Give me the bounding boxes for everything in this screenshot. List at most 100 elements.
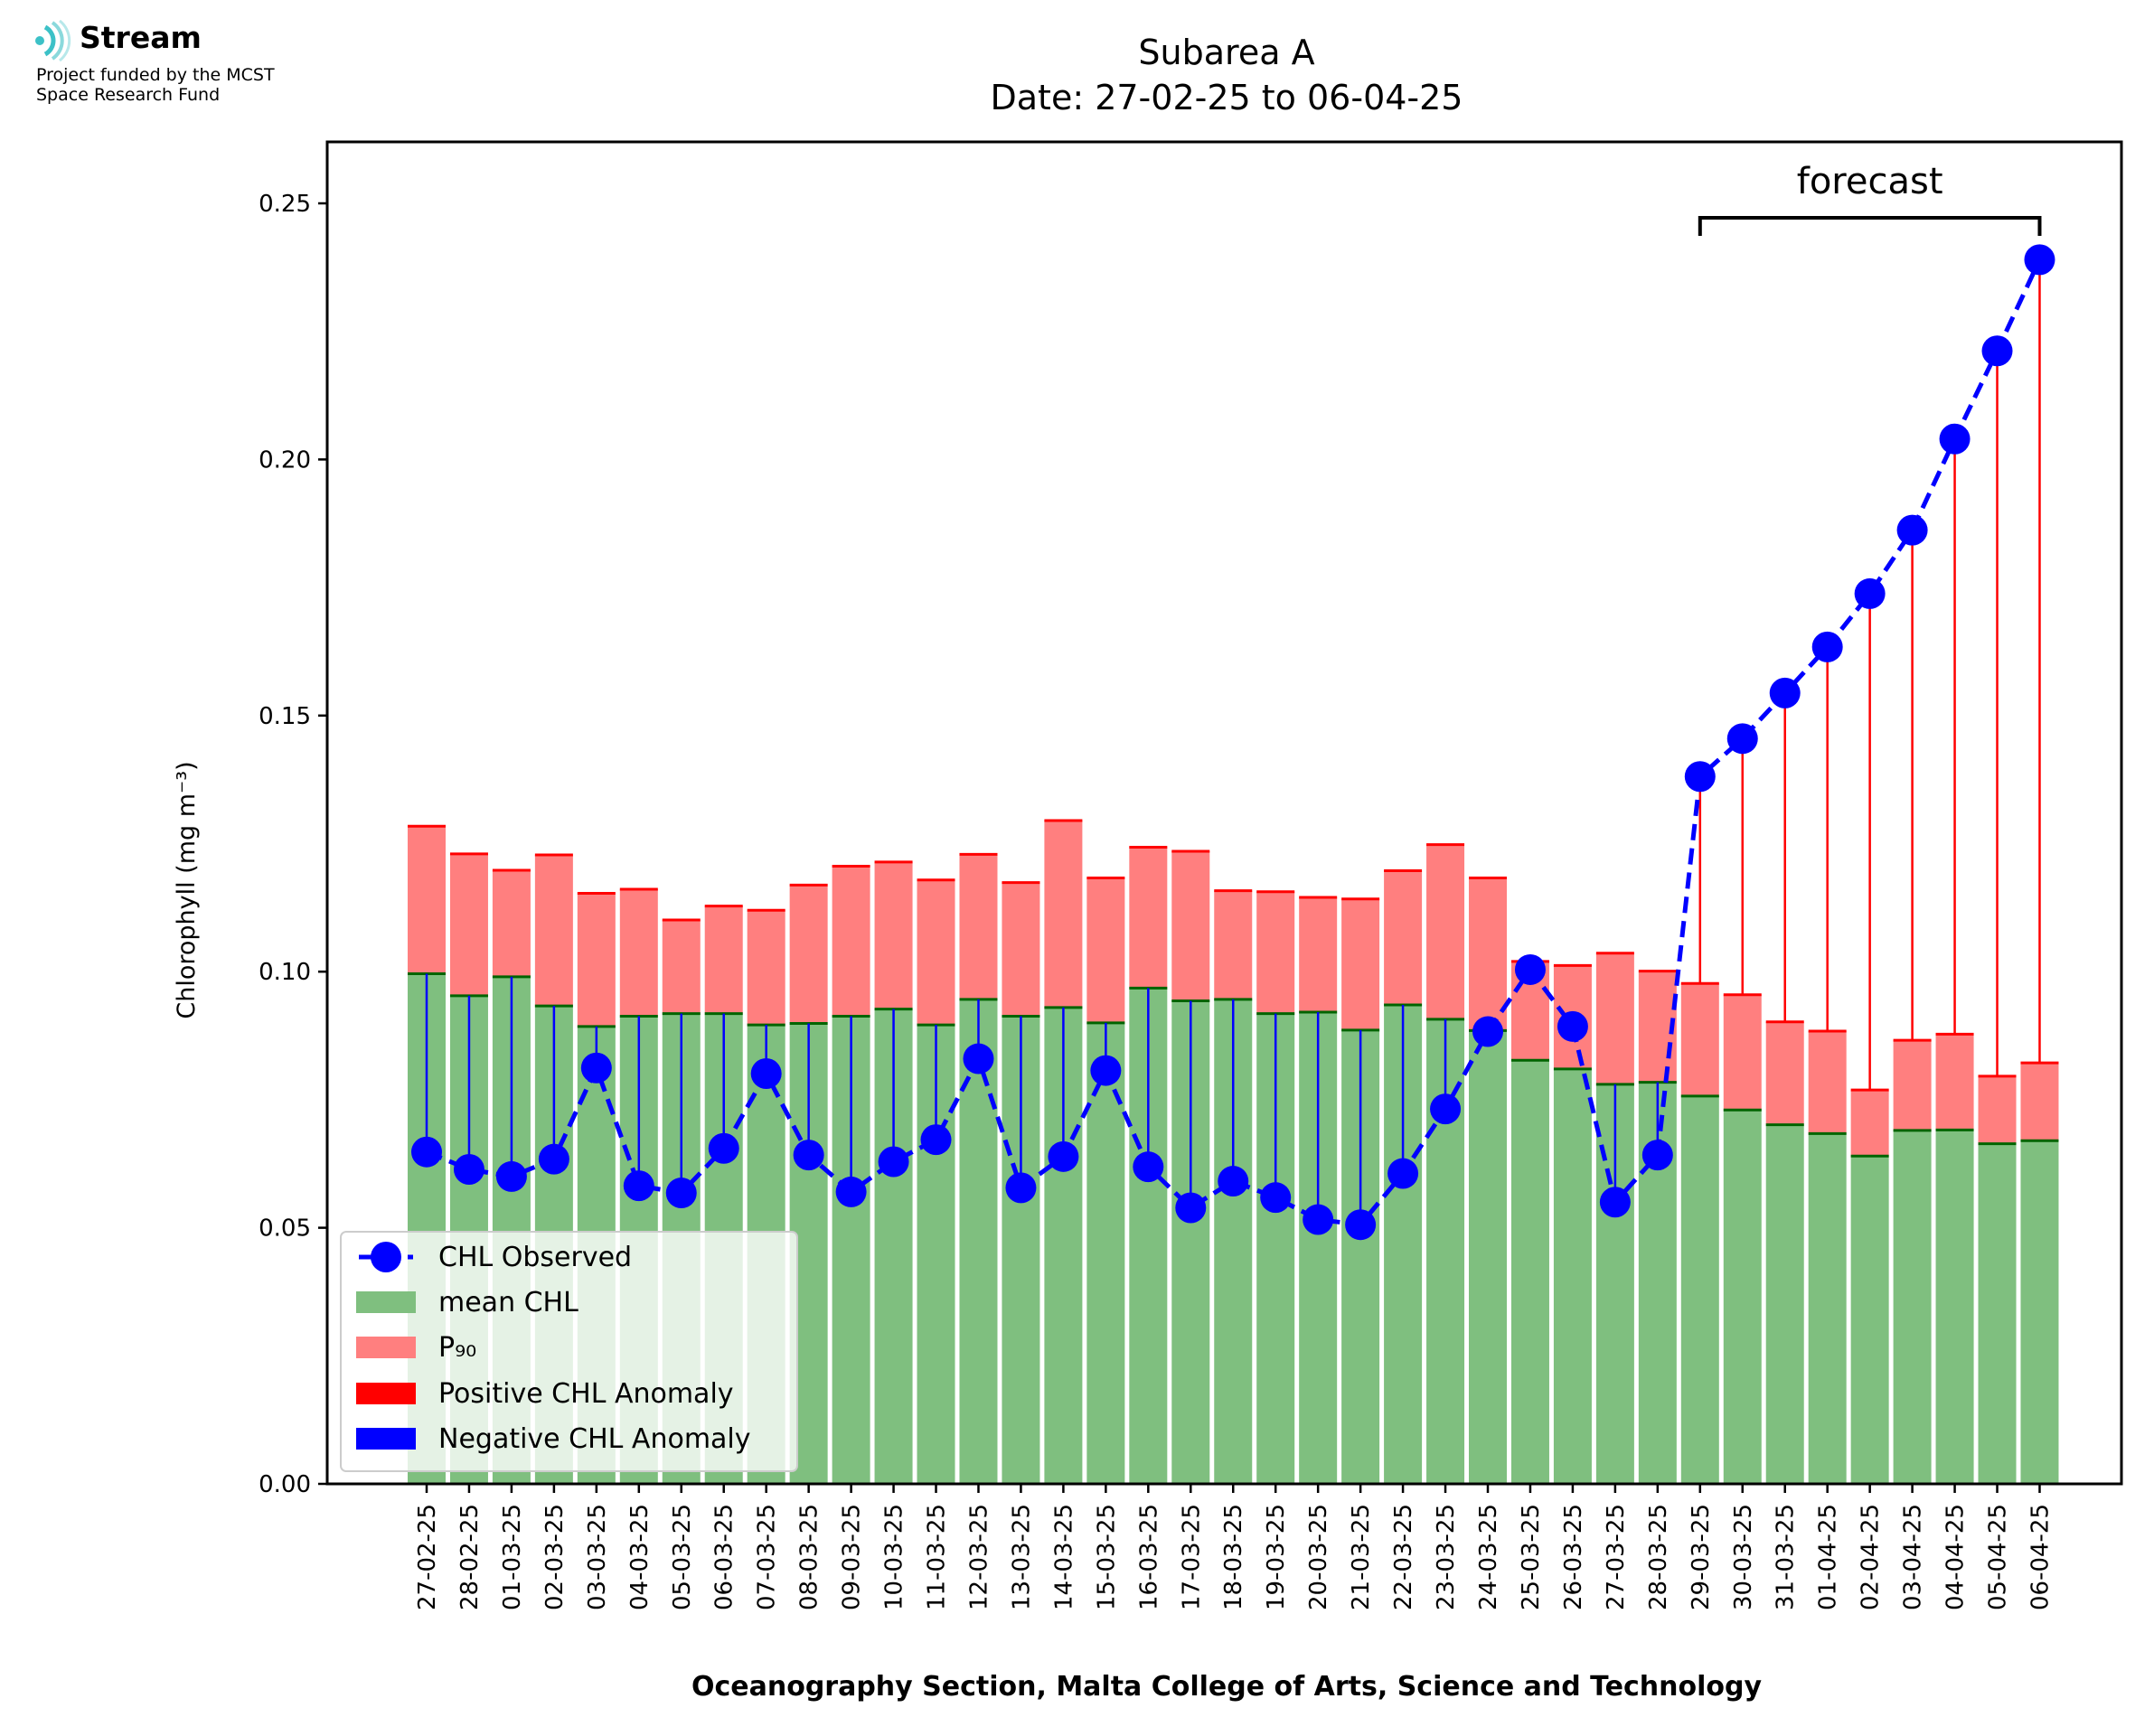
- mean-chl-bar: [1510, 1060, 1549, 1484]
- x-tick-label: 31-03-25: [1773, 1504, 1800, 1610]
- chl-observed-point: [835, 1176, 867, 1207]
- x-tick-label: 26-03-25: [1560, 1504, 1587, 1610]
- x-tick-label: 30-03-25: [1730, 1504, 1757, 1610]
- p90-bar: [2020, 1063, 2059, 1141]
- x-tick-label: 01-04-25: [1815, 1504, 1842, 1610]
- chl-observed-point: [793, 1140, 824, 1171]
- x-tick-label: 22-03-25: [1390, 1504, 1417, 1610]
- legend-label-observed: CHL Observed: [438, 1242, 632, 1273]
- x-tick-label: 21-03-25: [1348, 1504, 1375, 1610]
- p90-bar: [449, 853, 488, 996]
- p90-bar: [577, 893, 616, 1027]
- p90-bar: [1299, 897, 1338, 1012]
- chl-observed-point: [1303, 1204, 1334, 1235]
- p90-bar: [1171, 851, 1210, 1001]
- chl-observed-point: [1981, 335, 2013, 367]
- p90-bar: [789, 885, 828, 1024]
- legend-label-p90: P₉₀: [438, 1332, 476, 1364]
- chl-observed-point: [1472, 1016, 1503, 1047]
- chl-observed-point: [1939, 423, 1971, 455]
- chl-observed-point: [1430, 1093, 1462, 1125]
- chl-observed-point: [1133, 1151, 1164, 1183]
- x-tick-label: 11-03-25: [924, 1504, 951, 1610]
- x-tick-label: 04-04-25: [1942, 1504, 1970, 1610]
- chl-observed-point: [495, 1160, 527, 1192]
- x-tick-label: 13-03-25: [1008, 1504, 1035, 1610]
- logo-name: Stream: [80, 20, 202, 55]
- x-tick-label: 12-03-25: [965, 1504, 992, 1610]
- y-tick-label: 0.15: [259, 703, 311, 730]
- p90-bar: [1765, 1021, 1804, 1125]
- x-tick-label: 19-03-25: [1263, 1504, 1290, 1610]
- mean-chl-bar: [1723, 1110, 1762, 1484]
- x-tick-label: 06-03-25: [711, 1504, 738, 1610]
- legend-observed-marker: [371, 1242, 401, 1272]
- p90-bar: [1850, 1090, 1889, 1157]
- chl-observed-point: [878, 1146, 909, 1178]
- x-tick-label: 02-03-25: [541, 1504, 569, 1610]
- p90-bar: [619, 888, 658, 1017]
- x-tick-label: 06-04-25: [2027, 1504, 2054, 1610]
- x-tick-label: 23-03-25: [1433, 1504, 1460, 1610]
- p90-bar: [832, 866, 870, 1017]
- y-tick-label: 0.00: [259, 1471, 311, 1498]
- mean-chl-bar: [1469, 1030, 1507, 1484]
- logo-funding-line-2: Space Research Fund: [36, 85, 221, 105]
- p90-bar: [1256, 891, 1295, 1014]
- x-tick-label: 25-03-25: [1518, 1504, 1545, 1610]
- mean-chl-bar: [1935, 1130, 1974, 1484]
- chl-observed-point: [1090, 1055, 1122, 1086]
- p90-bar: [1723, 994, 1762, 1111]
- p90-bar: [747, 910, 785, 1026]
- x-tick-label: 03-03-25: [584, 1504, 611, 1610]
- chl-observed-point: [2024, 244, 2055, 276]
- legend-label-positive: Positive CHL Anomaly: [438, 1378, 734, 1410]
- chl-observed-point: [623, 1170, 654, 1202]
- p90-bar: [1978, 1075, 2017, 1144]
- x-tick-label: 09-03-25: [839, 1504, 866, 1610]
- chl-observed-point: [1514, 953, 1546, 985]
- chl-observed-point: [1387, 1158, 1419, 1189]
- x-tick-label: 08-03-25: [796, 1504, 823, 1610]
- p90-bar: [1426, 844, 1465, 1019]
- y-tick-label: 0.20: [259, 446, 311, 474]
- p90-bar: [492, 869, 531, 977]
- chl-observed-point: [580, 1052, 612, 1084]
- mean-chl-bar: [1553, 1068, 1592, 1484]
- mean-chl-bar: [2020, 1140, 2059, 1484]
- x-tick-label: 14-03-25: [1050, 1504, 1077, 1610]
- chl-observed-point: [1599, 1187, 1631, 1218]
- chl-observed-point: [1684, 761, 1716, 793]
- mean-chl-bar: [1850, 1156, 1889, 1484]
- chart-title: Subarea A: [1138, 33, 1314, 72]
- x-tick-label: 17-03-25: [1178, 1504, 1205, 1610]
- p90-bar: [1086, 877, 1125, 1023]
- plot-frame: [325, 140, 2123, 1486]
- x-tick-label: 24-03-25: [1475, 1504, 1502, 1610]
- x-tick-label: 10-03-25: [881, 1504, 908, 1610]
- mean-chl-bar: [1808, 1133, 1847, 1484]
- chart-subtitle: Date: 27-02-25 to 06-04-25: [991, 78, 1463, 117]
- x-tick-label: 01-03-25: [499, 1504, 526, 1610]
- legend-label-mean: mean CHL: [438, 1287, 578, 1318]
- plot-area: forecast 0.00 0.05 0.10 0.15 0.20 0.25 27-02-25…: [259, 140, 2123, 1610]
- mean-chl-bar: [1086, 1022, 1125, 1484]
- x-tick-label: 20-03-25: [1305, 1504, 1332, 1610]
- p90-bar: [408, 826, 446, 974]
- x-tick-label: 05-03-25: [669, 1504, 696, 1610]
- stream-logo-icon: [35, 19, 71, 62]
- x-tick-label: 27-03-25: [1603, 1504, 1630, 1610]
- legend-label-negative: Negative CHL Anomaly: [438, 1423, 751, 1455]
- x-tick-label: 28-03-25: [1645, 1504, 1672, 1610]
- chl-observed-point: [1048, 1140, 1079, 1172]
- p90-bar: [662, 919, 701, 1014]
- x-tick-label: 16-03-25: [1135, 1504, 1162, 1610]
- y-tick-label: 0.25: [259, 191, 311, 218]
- stream-logo: Stream Project funded by the MCST Space …: [34, 19, 275, 105]
- y-axis-label: Chlorophyll (mg m⁻³): [173, 761, 201, 1018]
- chl-observed-point: [411, 1136, 442, 1168]
- logo-funding-line-1: Project funded by the MCST: [36, 65, 275, 85]
- x-tick-label: 28-02-25: [456, 1504, 484, 1610]
- chl-observed-point: [538, 1143, 569, 1175]
